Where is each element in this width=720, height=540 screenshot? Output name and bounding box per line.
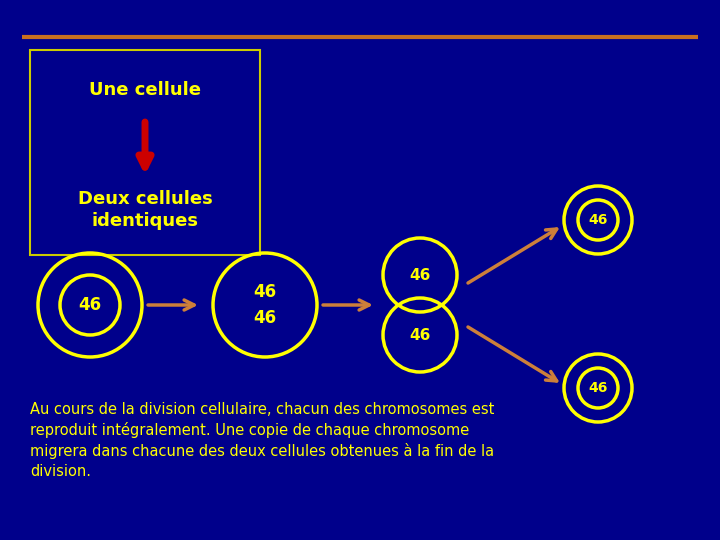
Text: 46: 46 xyxy=(588,381,608,395)
Text: 46: 46 xyxy=(253,283,276,301)
Text: Au cours de la division cellulaire, chacun des chromosomes est
reproduit intégra: Au cours de la division cellulaire, chac… xyxy=(30,402,495,479)
Text: 46: 46 xyxy=(409,267,431,282)
FancyBboxPatch shape xyxy=(30,50,260,255)
Text: 46: 46 xyxy=(588,213,608,227)
Text: 46: 46 xyxy=(78,296,102,314)
Text: Une cellule: Une cellule xyxy=(89,81,201,99)
Text: 46: 46 xyxy=(409,327,431,342)
Text: Deux cellules
identiques: Deux cellules identiques xyxy=(78,190,212,230)
Text: 46: 46 xyxy=(253,309,276,327)
